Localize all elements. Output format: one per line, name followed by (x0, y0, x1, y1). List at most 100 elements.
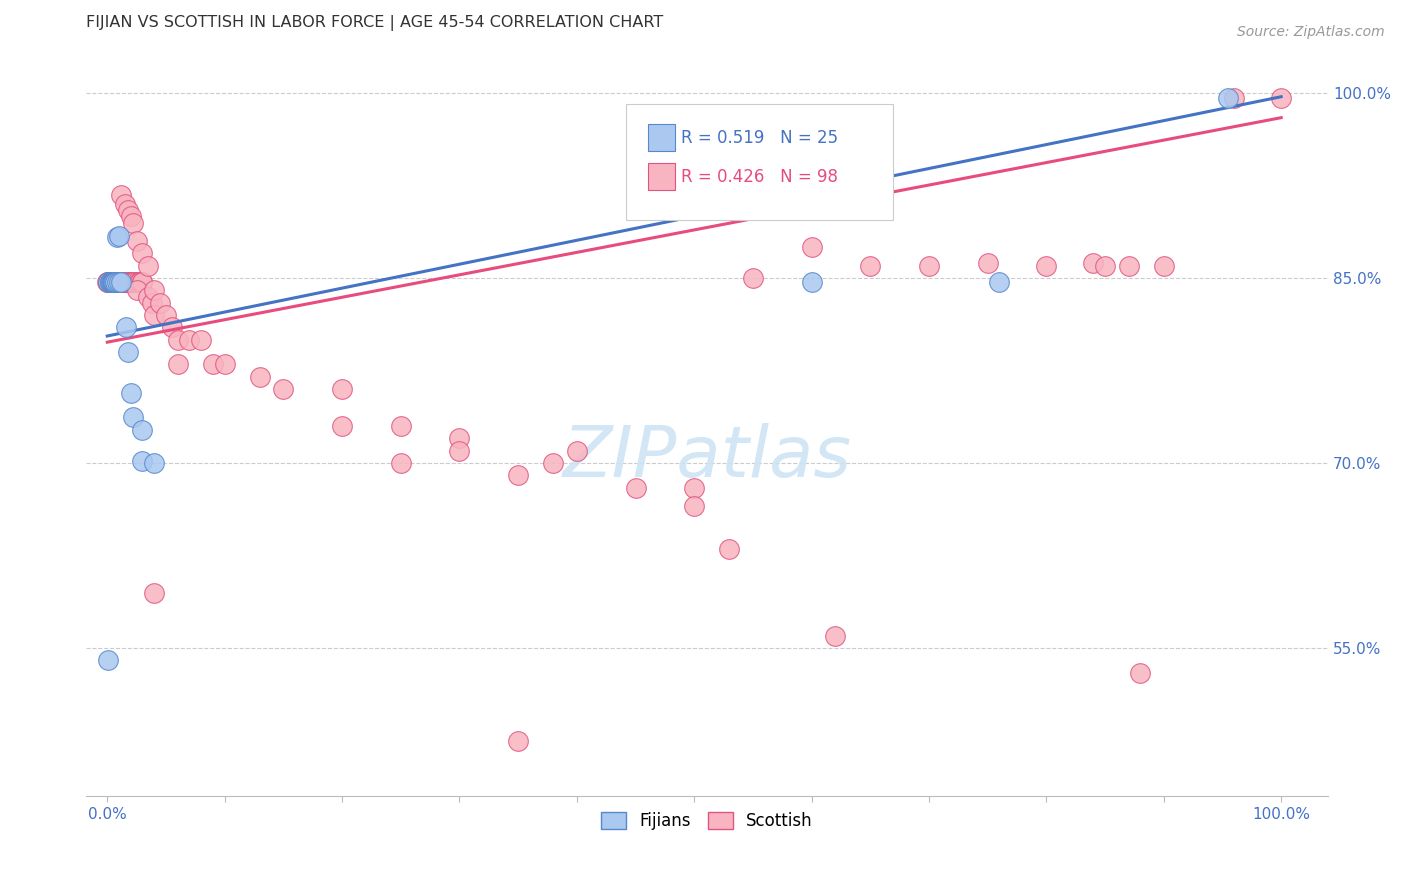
Point (100, 275, 122, 289)
Point (120, 210, 142, 224)
Point (104, 275, 127, 289)
Point (131, 275, 153, 289)
Point (1118, 259, 1140, 273)
Point (918, 259, 941, 273)
Point (110, 275, 132, 289)
Point (101, 275, 124, 289)
Point (108, 275, 131, 289)
Point (122, 275, 145, 289)
Point (565, 443, 588, 458)
Point (125, 234, 148, 248)
Point (104, 275, 127, 289)
Point (131, 246, 153, 260)
Point (1129, 665, 1152, 680)
Point (120, 275, 142, 289)
Point (97, 275, 120, 289)
Point (122, 275, 145, 289)
Point (1218, 91, 1240, 105)
Point (508, 733, 530, 747)
Point (179, 333, 201, 347)
Point (101, 275, 124, 289)
Point (101, 275, 124, 289)
Point (101, 275, 124, 289)
Point (97, 275, 120, 289)
Point (110, 188, 132, 202)
Point (108, 275, 131, 289)
Text: R = 0.519   N = 25: R = 0.519 N = 25 (681, 128, 838, 146)
Point (98, 275, 121, 289)
Point (143, 308, 166, 322)
Point (108, 275, 131, 289)
Point (98, 275, 121, 289)
Point (273, 382, 295, 396)
Point (508, 468, 530, 483)
Point (1270, 91, 1292, 105)
Point (121, 275, 143, 289)
Text: R = 0.426   N = 98: R = 0.426 N = 98 (681, 168, 838, 186)
Point (103, 275, 125, 289)
Point (104, 275, 127, 289)
Point (141, 295, 163, 310)
Point (100, 275, 122, 289)
Point (97, 275, 120, 289)
Point (125, 275, 148, 289)
Point (108, 275, 131, 289)
Point (97, 653, 120, 667)
Text: ZIPatlas: ZIPatlas (562, 423, 852, 492)
Point (111, 275, 134, 289)
Point (143, 284, 166, 298)
Point (128, 275, 150, 289)
Point (107, 275, 129, 289)
Point (1035, 259, 1057, 273)
Point (120, 275, 142, 289)
Point (117, 345, 139, 359)
Point (824, 629, 846, 643)
Point (1083, 256, 1105, 270)
Point (624, 481, 647, 495)
Point (101, 275, 124, 289)
Point (105, 275, 128, 289)
Point (98, 275, 121, 289)
Point (160, 320, 183, 334)
Point (718, 542, 741, 557)
Point (449, 431, 471, 445)
Point (800, 275, 823, 289)
Point (101, 275, 124, 289)
Point (543, 456, 565, 470)
Point (117, 275, 139, 289)
Point (103, 275, 125, 289)
Point (101, 275, 124, 289)
Point (105, 275, 128, 289)
Legend: Fijians, Scottish: Fijians, Scottish (595, 805, 820, 837)
Point (166, 333, 188, 347)
Point (98, 275, 121, 289)
Point (114, 197, 136, 211)
Point (125, 284, 148, 298)
Point (115, 275, 138, 289)
Point (166, 357, 188, 371)
Point (143, 585, 166, 599)
Point (110, 275, 132, 289)
Point (103, 275, 125, 289)
Bar (648, 163, 675, 190)
Point (120, 385, 142, 400)
Point (138, 259, 160, 273)
Bar (648, 124, 675, 152)
Point (988, 275, 1011, 289)
Point (105, 275, 128, 289)
Point (108, 229, 131, 244)
Point (122, 215, 145, 229)
Point (103, 275, 125, 289)
Text: FIJIAN VS SCOTTISH IN LABOR FORCE | AGE 45-54 CORRELATION CHART: FIJIAN VS SCOTTISH IN LABOR FORCE | AGE … (86, 15, 664, 31)
Point (101, 275, 124, 289)
Point (100, 275, 122, 289)
Point (190, 333, 212, 347)
Point (1153, 259, 1175, 273)
Point (201, 357, 224, 371)
Point (122, 410, 145, 425)
Point (98, 275, 121, 289)
Point (98, 275, 121, 289)
Point (683, 481, 706, 495)
Point (214, 357, 236, 371)
Point (112, 275, 135, 289)
